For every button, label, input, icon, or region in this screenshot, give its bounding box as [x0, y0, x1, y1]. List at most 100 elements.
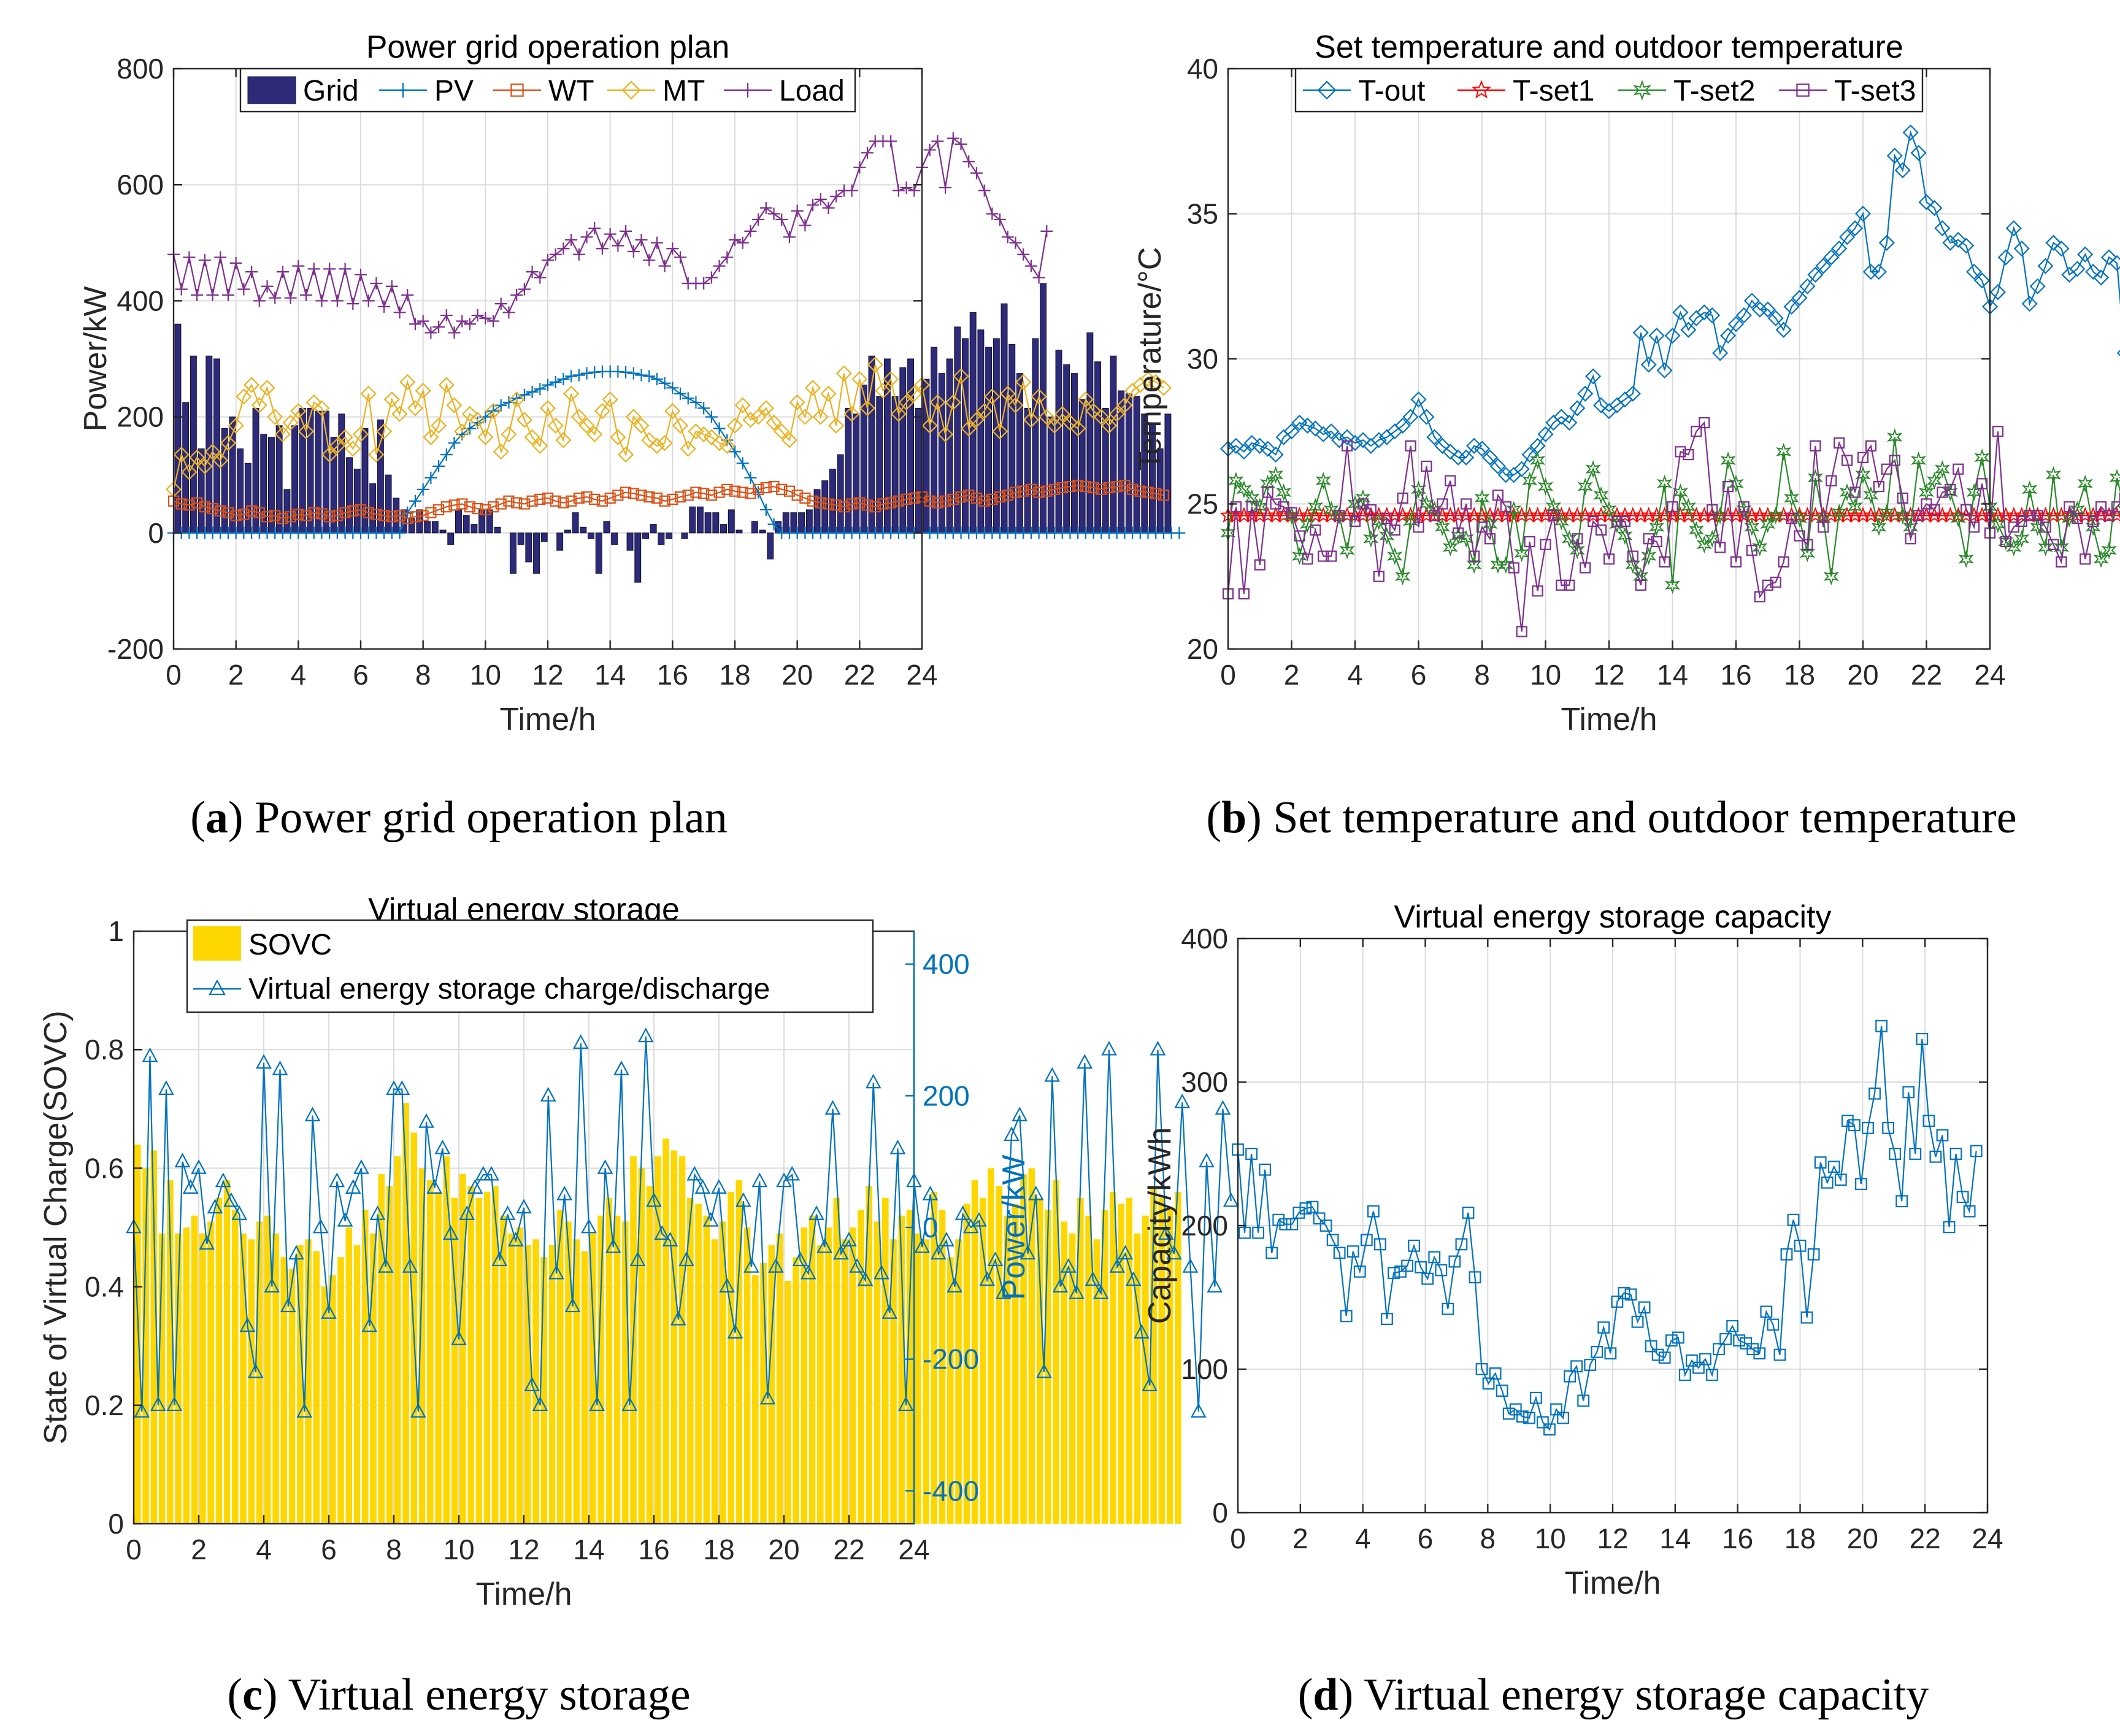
point-load: [229, 256, 242, 269]
point-wt: [831, 499, 842, 511]
point-wt: [308, 507, 320, 518]
right-tick-label: -200: [923, 1343, 979, 1375]
point-load: [799, 219, 812, 232]
bar-sovc: [386, 1186, 393, 1524]
bar-sovc: [890, 1239, 897, 1524]
right-axis: -400 -200 0 200 400 Power/kW: [905, 931, 1032, 1524]
point-load: [175, 283, 188, 296]
point-load: [269, 291, 282, 304]
point-charge-discharge: [369, 1205, 386, 1220]
bar-sovc: [427, 1180, 434, 1524]
point-charge-discharge: [296, 1403, 313, 1418]
point-t-out: [1418, 409, 1435, 425]
point-load: [432, 320, 445, 333]
legend: SOVC Virtual energy storage charge/discha…: [186, 919, 874, 1013]
point-charge-discharge: [719, 1278, 735, 1292]
point-wt: [1103, 482, 1115, 494]
point-charge-discharge: [841, 1232, 857, 1246]
point-t-out: [1323, 423, 1340, 440]
point-wt: [1096, 483, 1107, 495]
bar-grid: [899, 367, 907, 534]
point-t-set2: [1379, 526, 1395, 545]
point-mt: [688, 423, 704, 440]
bar-grid: [385, 474, 392, 534]
bar-sovc: [240, 1233, 247, 1524]
point-capacity: [1537, 1416, 1549, 1429]
point-wt: [947, 493, 959, 505]
point-wt: [1010, 486, 1021, 498]
bar-sovc: [1069, 1233, 1076, 1524]
point-mt: [337, 429, 353, 445]
point-t-set2: [2093, 550, 2109, 568]
point-t-set3: [1405, 440, 1416, 452]
point-t-out: [1696, 304, 1713, 321]
point-t-out: [1751, 301, 1768, 318]
point-pv: [697, 402, 710, 415]
x-tick-label: 2: [1284, 659, 1300, 691]
x-tick-label: 12: [1593, 659, 1624, 691]
point-mt: [703, 429, 720, 445]
point-t-set2: [1458, 529, 1474, 548]
point-mt: [1140, 371, 1156, 388]
point-t-out: [1624, 385, 1641, 402]
x-tick-label: 14: [1657, 659, 1688, 691]
point-load: [237, 283, 250, 296]
point-wt: [175, 498, 187, 510]
point-wt: [518, 498, 530, 510]
point-capacity: [1963, 1205, 1976, 1218]
bar-sovc: [305, 1239, 312, 1524]
point-wt: [1088, 482, 1099, 494]
point-charge-discharge: [702, 1212, 719, 1227]
point-charge-discharge: [134, 1403, 150, 1418]
point-charge-discharge: [1012, 1107, 1028, 1121]
y-tick-label: 0.6: [85, 1152, 124, 1184]
x-tick-label: 10: [443, 1534, 474, 1565]
point-load: [191, 288, 204, 301]
bar-sovc: [483, 1192, 491, 1524]
point-mt: [212, 452, 229, 469]
point-t-set3: [1810, 440, 1821, 452]
right-tick-label: 400: [923, 948, 970, 980]
chart-title: Power grid operation plan: [366, 29, 730, 65]
point-t-set3: [2095, 501, 2107, 513]
point-t-set2: [1275, 483, 1292, 502]
point-wt: [893, 495, 904, 507]
point-wt: [596, 495, 609, 507]
point-t-out: [2045, 234, 2062, 251]
point-wt: [339, 507, 351, 518]
point-t-out: [1497, 467, 1514, 483]
point-charge-discharge: [662, 1232, 678, 1246]
point-wt: [924, 495, 935, 507]
point-t-set3: [1238, 588, 1250, 600]
point-charge-discharge: [897, 1396, 914, 1411]
point-t-set2: [1656, 474, 1673, 493]
point-charge-discharge: [881, 1304, 898, 1319]
point-charge-discharge: [613, 1060, 629, 1075]
point-capacity: [1780, 1248, 1793, 1261]
point-charge-discharge: [1150, 1040, 1166, 1056]
bar-sovc: [581, 1251, 588, 1524]
x-tick-label: 6: [1418, 1523, 1434, 1554]
bar-grid: [712, 512, 720, 534]
point-t-out: [1291, 415, 1308, 431]
point-pv: [542, 378, 554, 391]
caption-c-letter: c: [242, 1670, 263, 1720]
point-mt: [181, 464, 198, 480]
point-t-out: [1331, 432, 1348, 448]
point-t-set2: [1712, 506, 1728, 524]
point-capacity: [1489, 1367, 1502, 1380]
point-t-set2: [1768, 506, 1784, 524]
point-t-set3: [1834, 437, 1845, 449]
point-load: [479, 312, 492, 325]
point-charge-discharge: [1044, 1067, 1061, 1082]
point-t-set3: [1707, 504, 1718, 516]
bar-sovc: [150, 1150, 158, 1524]
x-tick-label: 12: [508, 1534, 539, 1565]
bar-sovc: [808, 1215, 816, 1524]
point-load: [300, 288, 313, 301]
x-axis-label: Time/h: [476, 1577, 572, 1612]
point-load: [908, 184, 921, 197]
point-capacity: [1685, 1354, 1698, 1367]
bar-grid: [572, 512, 579, 534]
point-mt: [851, 371, 868, 388]
